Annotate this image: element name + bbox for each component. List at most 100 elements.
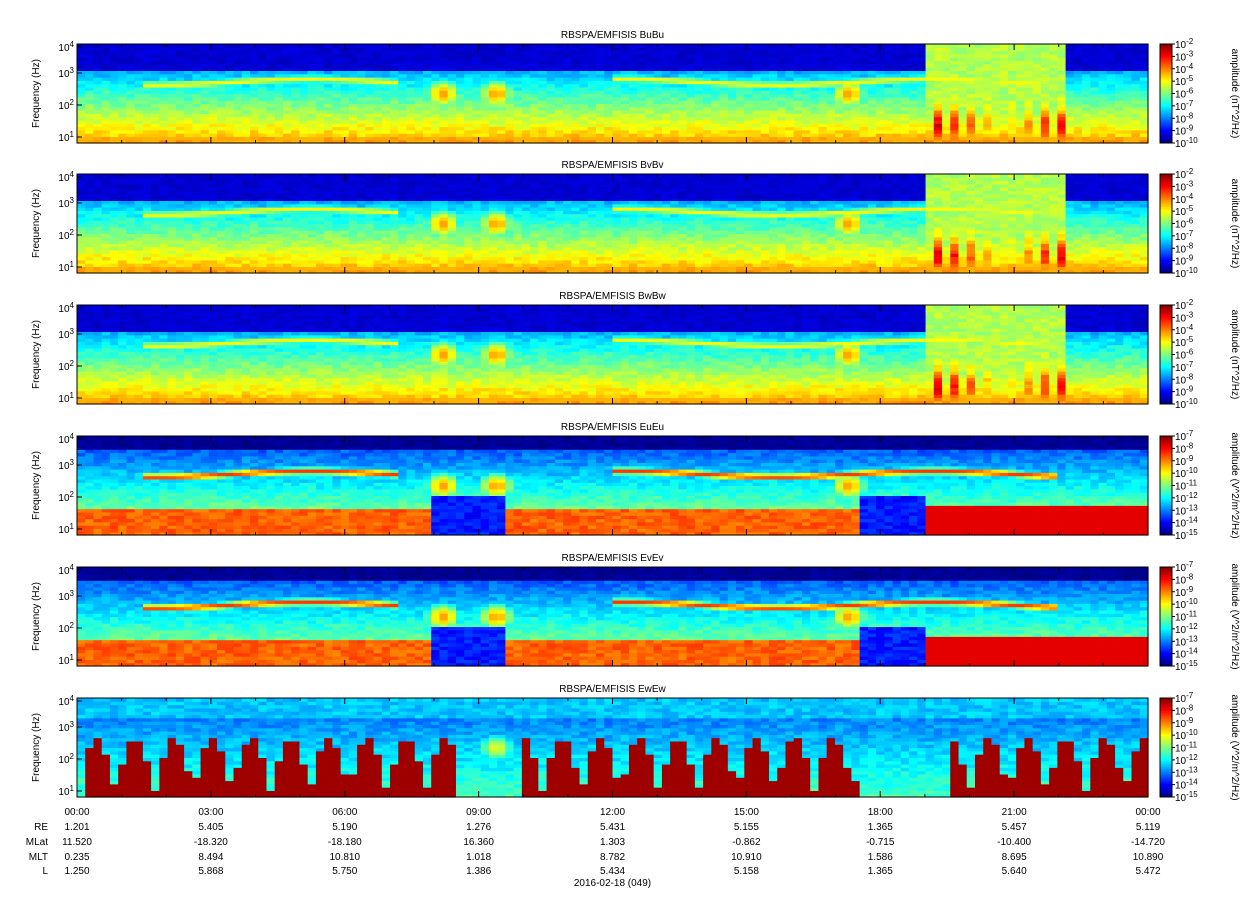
spectrogram-cell [604,44,613,48]
spectrogram-cell [201,174,210,178]
spectrogram-cell [316,44,325,48]
spectrogram-cell [909,44,918,48]
spectrogram-cell [118,174,127,178]
spectrogram-cell [555,44,564,48]
spectrogram-cell [967,44,976,48]
panel-title: RBSPA/EMFISIS BvBv [561,160,663,171]
spectrogram-cell [827,44,836,48]
spectrogram-cell [275,174,284,178]
spectrogram-cell [1000,44,1009,48]
spectrogram-cell [448,44,457,48]
spectrogram-cell [1041,44,1050,48]
spectrogram-cell [810,44,819,48]
spectrogram-cell [769,44,778,48]
y-tick-label: 103 [58,66,74,80]
spectrogram-cell [621,44,630,48]
spectrogram-cell [159,174,168,178]
spectrogram-cell [613,44,622,48]
spectrogram-cell [365,44,374,48]
spectrogram-cell [975,44,984,48]
spectrogram-cell [349,44,358,48]
spectrogram-cell [102,44,111,48]
spectrogram-cell [1107,44,1116,48]
spectrogram-cell [332,44,341,48]
spectrogram-cell [1066,44,1075,48]
spectrogram-cell [695,44,704,48]
colorbar-label: amplitude (nT^2/Hz) [1229,49,1240,139]
spectrogram-cell [234,174,243,178]
spectrogram-cell [1090,44,1099,48]
spectrogram-cell [184,174,193,178]
spectrogram-cell [283,44,292,48]
spectrogram-cell [143,174,152,178]
spectrogram-cell [1082,44,1091,48]
spectrogram-cell [868,44,877,48]
spectrogram-cell [991,44,1000,48]
spectrogram-cells [77,174,1149,274]
spectrogram-cell [217,174,226,178]
spectrogram-cell [645,44,654,48]
spectrogram-cell [687,44,696,48]
spectrogram-cell [942,44,951,48]
spectrogram-cell [217,44,226,48]
spectrogram-cell [884,44,893,48]
spectrogram-cell [357,44,366,48]
y-tick-label: 104 [58,40,74,54]
spectrogram-cell [135,44,144,48]
spectrogram-cell [547,44,556,48]
spectrogram-cell [860,44,869,48]
spectrogram-cell [415,44,424,48]
spectrogram-cell [794,44,803,48]
spectrogram-cell [538,44,547,48]
panel-2: RBSPA/EMFISIS BvBv104103102101Frequency … [31,160,1240,280]
spectrogram-cell [588,44,597,48]
spectrogram-cell [1049,44,1058,48]
spectrogram-cell [711,44,720,48]
spectrogram-cell [423,44,432,48]
spectrogram-cell [851,44,860,48]
spectrogram-cell [143,44,152,48]
spectrogram-cell [489,44,498,48]
spectrogram-cells [77,44,1149,144]
spectrogram-cell [126,44,135,48]
spectrogram-cell [481,44,490,48]
spectrogram-cell [398,44,407,48]
spectrogram-cell [753,44,762,48]
spectrogram-cell [308,174,317,178]
spectrogram-cell [151,174,160,178]
spectrogram-cell [926,44,935,48]
spectrogram-cell [308,44,317,48]
spectrogram-cell [1024,44,1033,48]
spectrogram-cell [135,174,144,178]
spectrogram-cell [678,44,687,48]
spectrogram-cell [662,44,671,48]
spectrogram-cell [786,44,795,48]
spectrogram-cell [184,44,193,48]
spectrogram-cell [102,174,111,178]
spectrogram-cell [291,44,300,48]
spectrogram-cell [242,44,251,48]
spectrogram-cell [324,174,333,178]
spectrogram-cell [580,44,589,48]
spectrogram-cell [497,44,506,48]
spectrogram-cell [390,44,399,48]
spectrogram-cell [201,44,210,48]
spectrogram-cell [93,174,102,178]
spectrogram-cell [93,44,102,48]
spectrogram-cell [266,174,275,178]
spectrogram-cell [266,44,275,48]
spectrogram-cell [959,44,968,48]
spectrogram-cell [275,44,284,48]
spectrogram-cell [472,44,481,48]
spectrogram-cell [316,174,325,178]
spectrogram-cell [407,44,416,48]
spectrogram-cell [258,44,267,48]
spectrogram-cell [571,44,580,48]
spectrogram-cell [234,44,243,48]
spectrogram-cell [85,44,94,48]
colorbar-tick-label: 10-10 [1175,136,1198,150]
spectrogram-cell [176,44,185,48]
spectrogram-cell [670,44,679,48]
spectrogram-cell [1115,44,1124,48]
spectrogram-cell [192,44,201,48]
